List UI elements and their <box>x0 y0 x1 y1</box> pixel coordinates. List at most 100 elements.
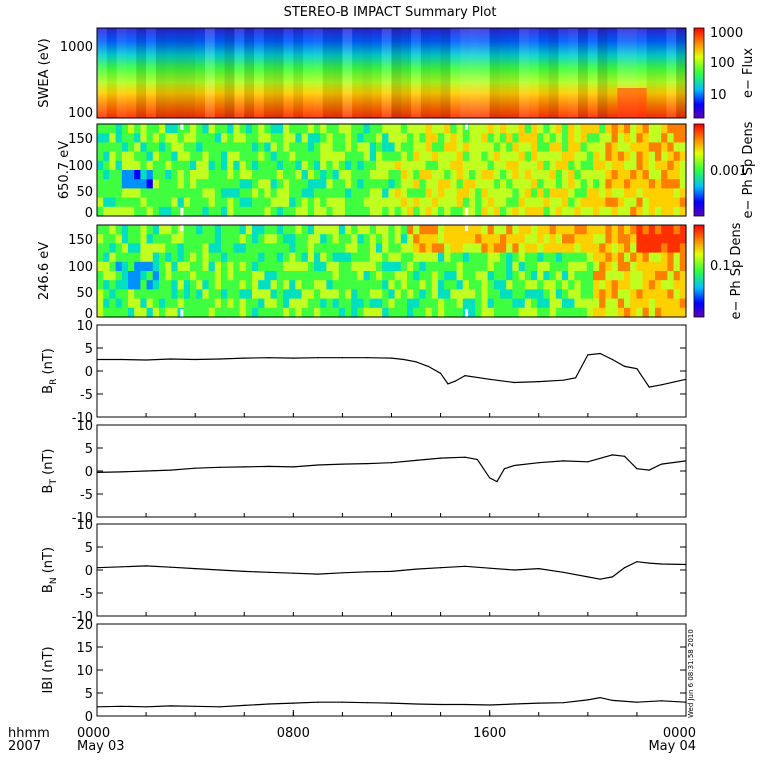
pad650-cell <box>351 160 358 171</box>
pad246-cell <box>562 225 569 235</box>
bn-point <box>685 563 687 566</box>
pad246-cell <box>413 307 420 318</box>
bmag-point <box>464 703 466 706</box>
pad650-cell <box>661 170 668 180</box>
pad246-cell <box>611 261 619 272</box>
pad650-cell <box>233 179 241 189</box>
pad246-cell <box>524 280 532 290</box>
pad650-cell <box>264 151 272 162</box>
bmag-point <box>120 705 123 707</box>
pad650-cell <box>146 197 154 208</box>
pad650-cell <box>227 142 234 153</box>
pad246-cell <box>400 271 408 281</box>
pad650-cell <box>227 124 234 134</box>
pad246-cell <box>648 225 656 235</box>
pad246-cell <box>593 252 600 263</box>
pad650-cell <box>512 206 520 217</box>
pad246-cell <box>617 298 625 309</box>
pad650-cell <box>543 206 551 217</box>
pad650-cell <box>109 197 117 208</box>
pad650-cell <box>146 151 154 162</box>
pad650-cell <box>394 142 402 153</box>
pad246-cell <box>245 307 253 318</box>
pad650-cell <box>605 179 613 189</box>
pad246-cell <box>351 307 358 318</box>
pad246-cell <box>121 225 129 235</box>
pad650-cell <box>115 124 123 134</box>
pad650-cell <box>208 170 216 180</box>
pad650-cell <box>655 160 662 171</box>
corner-year: 2007 <box>8 739 41 754</box>
pad246-cell <box>289 289 296 300</box>
pad246-cell <box>152 234 160 244</box>
pad246-cell <box>177 271 185 281</box>
pad650-cell <box>543 160 551 171</box>
pad246-cell <box>221 225 228 235</box>
pad650-cell <box>345 151 352 162</box>
pad246-cell <box>338 307 346 318</box>
pad650-cell <box>512 142 520 153</box>
pad246-cell <box>605 298 613 309</box>
pad650-cell <box>543 170 551 180</box>
pad650-cell <box>376 197 383 208</box>
pad650-cell <box>221 188 228 199</box>
pad246-cell <box>190 252 197 263</box>
bmag-point <box>489 704 491 706</box>
pad246-cell <box>115 261 123 272</box>
pad246-cell <box>264 225 272 235</box>
pad246-cell <box>276 289 284 300</box>
pad650-cell <box>580 197 588 208</box>
pad650-cell <box>146 170 154 180</box>
pad246-cell <box>258 307 265 318</box>
br-point <box>538 381 540 383</box>
pad650-cell <box>562 170 569 180</box>
pad246-cell <box>493 280 501 290</box>
pad246-cell <box>574 252 582 263</box>
pad246-cell <box>283 289 290 300</box>
pad650-cell <box>568 188 575 199</box>
pad650-cell <box>413 151 420 162</box>
pad650-cell <box>580 142 588 153</box>
pad246-cell <box>655 234 662 244</box>
pad246-cell <box>239 234 247 244</box>
pad650-cell <box>233 206 241 217</box>
pad650-cell <box>667 197 675 208</box>
bn-ytick-label: -10 <box>72 610 93 625</box>
bn-point <box>366 571 368 573</box>
pad650-cell <box>97 206 104 217</box>
pad246-cell <box>233 261 241 272</box>
pad246-cell <box>555 261 563 272</box>
pad650-cell <box>574 142 582 153</box>
pad650-cell <box>351 170 358 180</box>
pad246-cell <box>171 225 179 235</box>
bn-point <box>648 562 650 564</box>
swea-streak <box>322 28 333 118</box>
pad650-cell <box>555 151 563 162</box>
pad650-cell <box>115 197 123 208</box>
pad246-cell <box>109 234 117 244</box>
pad246-cell <box>338 271 346 281</box>
pad246-cell <box>524 271 532 281</box>
pad246-cell <box>283 243 290 254</box>
pad246-cell <box>171 298 179 309</box>
pad650-cell <box>320 160 327 171</box>
pad650-cell <box>450 197 458 208</box>
pad650-cell <box>419 197 427 208</box>
pad650-cell <box>320 142 327 153</box>
pad246-cell <box>531 234 538 244</box>
pad246-cell <box>431 234 439 244</box>
pad650-cell <box>673 170 681 180</box>
swea-streak <box>509 28 520 118</box>
pad650-cell <box>307 170 315 180</box>
pad650-cell <box>599 179 606 189</box>
pad650-cell <box>121 133 129 143</box>
pad246-cell <box>128 225 135 235</box>
pad246-cell <box>531 225 538 235</box>
pad650-cell <box>283 188 290 199</box>
pad246-cell <box>450 225 458 235</box>
pad246-cell <box>407 289 414 300</box>
br-point <box>489 378 491 380</box>
pad246-cell <box>679 261 687 272</box>
bn-point <box>464 565 466 567</box>
pad650-cell <box>196 124 203 134</box>
